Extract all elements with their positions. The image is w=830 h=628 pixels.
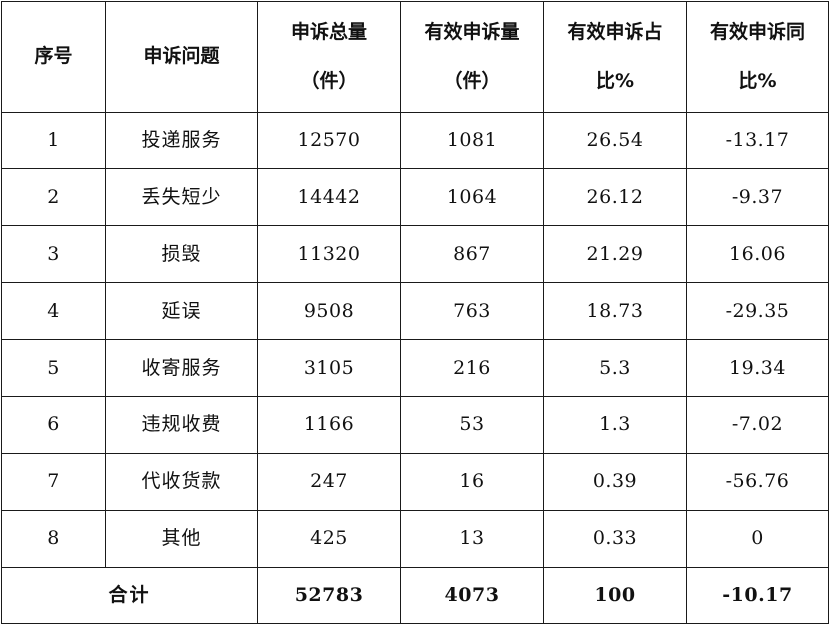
cell-yoy: -7.02 xyxy=(686,396,829,454)
header-valid-share: 有效申诉占 比% xyxy=(543,1,687,113)
cell-index: 6 xyxy=(1,396,106,454)
header-total-line2: （件） xyxy=(300,69,358,92)
cell-valid: 763 xyxy=(400,282,544,341)
table-row: 6 违规收费 1166 53 1.3 -7.02 xyxy=(1,396,829,454)
cell-issue: 代收货款 xyxy=(105,452,258,511)
cell-issue: 丢失短少 xyxy=(105,168,258,227)
cell-issue: 收寄服务 xyxy=(105,339,258,398)
cell-issue: 投递服务 xyxy=(105,111,258,170)
header-valid-line1: 有效申诉量 xyxy=(424,20,520,43)
table-header-row: 序号 申诉问题 申诉总量 （件） 有效申诉量 （件） 有效申诉占 比% 有效申诉… xyxy=(1,1,829,113)
cell-share: 5.3 xyxy=(543,339,687,398)
header-valid-yoy: 有效申诉同 比% xyxy=(686,1,829,113)
table-row: 7 代收货款 247 16 0.39 -56.76 xyxy=(1,452,829,511)
cell-yoy: -13.17 xyxy=(686,111,829,170)
header-index-label: 序号 xyxy=(34,45,73,68)
cell-yoy: 19.34 xyxy=(686,339,829,398)
cell-valid: 16 xyxy=(400,452,544,511)
table-row: 1 投递服务 12570 1081 26.54 -13.17 xyxy=(1,111,829,170)
cell-total: 247 xyxy=(257,452,401,511)
cell-index: 5 xyxy=(1,339,106,398)
cell-index: 8 xyxy=(1,509,106,568)
cell-index: 7 xyxy=(1,452,106,511)
cell-yoy: -29.35 xyxy=(686,282,829,341)
total-yoy: -10.17 xyxy=(686,566,829,625)
table-row: 4 延误 9508 763 18.73 -29.35 xyxy=(1,282,829,341)
cell-valid: 13 xyxy=(400,509,544,568)
cell-share: 18.73 xyxy=(543,282,687,341)
table-row: 3 损毁 11320 867 21.29 16.06 xyxy=(1,225,829,284)
cell-index: 3 xyxy=(1,225,106,284)
cell-total: 425 xyxy=(257,509,401,568)
cell-valid: 1064 xyxy=(400,168,544,227)
cell-index: 1 xyxy=(1,111,106,170)
cell-valid: 1081 xyxy=(400,111,544,170)
cell-total: 12570 xyxy=(257,111,401,170)
table-total-row: 合计 52783 4073 100 -10.17 xyxy=(1,566,829,625)
table-row: 8 其他 425 13 0.33 0 xyxy=(1,509,829,568)
header-yoy-line1: 有效申诉同 xyxy=(709,20,805,43)
table-row: 2 丢失短少 14442 1064 26.12 -9.37 xyxy=(1,168,829,227)
cell-total: 14442 xyxy=(257,168,401,227)
cell-share: 26.54 xyxy=(543,111,687,170)
cell-issue: 其他 xyxy=(105,509,258,568)
cell-yoy: -56.76 xyxy=(686,452,829,511)
cell-share: 0.33 xyxy=(543,509,687,568)
total-label: 合计 xyxy=(1,566,258,625)
cell-valid: 216 xyxy=(400,339,544,398)
cell-total: 1166 xyxy=(257,396,401,454)
header-valid-line2: （件） xyxy=(443,69,501,92)
cell-issue: 损毁 xyxy=(105,225,258,284)
cell-index: 2 xyxy=(1,168,106,227)
header-share-line2: 比% xyxy=(595,69,635,92)
cell-issue: 违规收费 xyxy=(105,396,258,454)
total-valid-sum: 4073 xyxy=(400,566,544,625)
cell-yoy: -9.37 xyxy=(686,168,829,227)
cell-total: 9508 xyxy=(257,282,401,341)
cell-yoy: 0 xyxy=(686,509,829,568)
cell-yoy: 16.06 xyxy=(686,225,829,284)
header-yoy-line2: 比% xyxy=(738,69,777,92)
cell-issue: 延误 xyxy=(105,282,258,341)
cell-share: 1.3 xyxy=(543,396,687,454)
cell-share: 0.39 xyxy=(543,452,687,511)
header-issue: 申诉问题 xyxy=(105,1,258,113)
header-share-line1: 有效申诉占 xyxy=(567,20,663,43)
header-index: 序号 xyxy=(1,1,106,113)
cell-valid: 53 xyxy=(400,396,544,454)
cell-valid: 867 xyxy=(400,225,544,284)
cell-total: 11320 xyxy=(257,225,401,284)
cell-share: 26.12 xyxy=(543,168,687,227)
total-share: 100 xyxy=(543,566,687,625)
table-row: 5 收寄服务 3105 216 5.3 19.34 xyxy=(1,339,829,398)
header-valid-complaints: 有效申诉量 （件） xyxy=(400,1,544,113)
header-total-line1: 申诉总量 xyxy=(290,20,367,43)
total-complaints-sum: 52783 xyxy=(257,566,401,625)
header-issue-label: 申诉问题 xyxy=(143,45,220,68)
cell-total: 3105 xyxy=(257,339,401,398)
header-total-complaints: 申诉总量 （件） xyxy=(257,1,401,113)
cell-share: 21.29 xyxy=(543,225,687,284)
cell-index: 4 xyxy=(1,282,106,341)
